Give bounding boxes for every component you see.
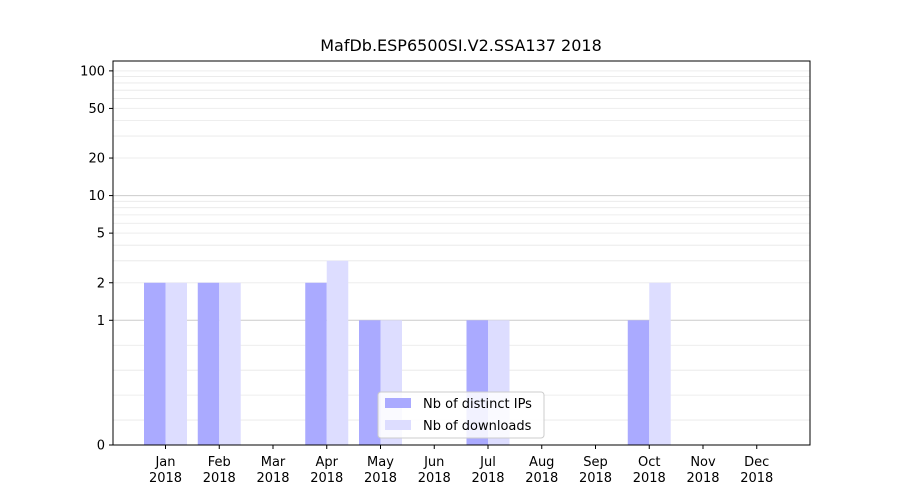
y-tick-label: 1 — [97, 314, 105, 329]
x-tick-label-year: 2018 — [364, 471, 397, 486]
x-tick-label-month: Apr — [316, 455, 339, 470]
x-tick-label-month: Feb — [208, 455, 231, 470]
y-tick-label: 10 — [88, 189, 105, 204]
bar-distinct-ips — [197, 282, 220, 445]
x-tick-label-month: Aug — [529, 455, 554, 470]
legend-label-distinct-ips: Nb of distinct IPs — [423, 397, 532, 412]
bar-downloads — [326, 260, 349, 445]
legend-label-downloads: Nb of downloads — [423, 419, 532, 434]
bar-distinct-ips — [359, 320, 381, 445]
x-tick-label-month: Jul — [479, 455, 496, 470]
bar-distinct-ips — [144, 282, 166, 445]
x-tick-label-year: 2018 — [471, 471, 504, 486]
x-tick-label-year: 2018 — [740, 471, 773, 486]
x-tick-label-month: May — [367, 455, 394, 470]
x-tick-label-year: 2018 — [525, 471, 558, 486]
bar-downloads — [649, 282, 671, 445]
x-tick-label-month: Nov — [690, 455, 716, 470]
chart-title: MafDb.ESP6500SI.V2.SSA137 2018 — [320, 36, 602, 55]
x-tick-label-month: Mar — [261, 455, 286, 470]
bars — [144, 260, 671, 445]
grid — [113, 70, 810, 446]
y-tick-label: 20 — [88, 152, 105, 167]
y-tick-label: 100 — [80, 64, 105, 79]
x-tick-label-month: Dec — [744, 455, 769, 470]
x-tick-label-year: 2018 — [203, 471, 236, 486]
y-tick-label: 5 — [97, 227, 105, 242]
x-tick-label-year: 2018 — [418, 471, 451, 486]
bar-distinct-ips — [627, 320, 650, 445]
bar-downloads — [165, 282, 187, 445]
bar-distinct-ips — [305, 282, 327, 445]
legend-swatch-downloads — [385, 420, 411, 430]
legend: Nb of distinct IPs Nb of downloads — [377, 391, 545, 439]
x-tick-label-month: Jan — [154, 455, 175, 470]
x-tick-label-month: Sep — [583, 455, 608, 470]
x-tick-label-year: 2018 — [579, 471, 612, 486]
x-tick-label-year: 2018 — [149, 471, 182, 486]
bar-downloads — [219, 282, 241, 445]
y-tick-label: 0 — [97, 439, 105, 454]
y-tick-label: 50 — [88, 102, 105, 117]
x-tick-label-year: 2018 — [686, 471, 719, 486]
x-tick-label-month: Oct — [638, 455, 660, 470]
legend-box — [377, 391, 545, 439]
x-axis: Jan2018Feb2018Mar2018Apr2018May2018Jun20… — [149, 445, 773, 486]
x-tick-label-month: Jun — [423, 455, 444, 470]
plot-frame — [112, 60, 811, 446]
x-tick-label-year: 2018 — [633, 471, 666, 486]
y-tick-label: 2 — [97, 276, 105, 291]
x-tick-label-year: 2018 — [256, 471, 289, 486]
x-tick-label-year: 2018 — [310, 471, 343, 486]
y-axis: 0 1 2 5 10 20 50 100 — [80, 64, 113, 454]
legend-swatch-distinct-ips — [385, 398, 411, 408]
